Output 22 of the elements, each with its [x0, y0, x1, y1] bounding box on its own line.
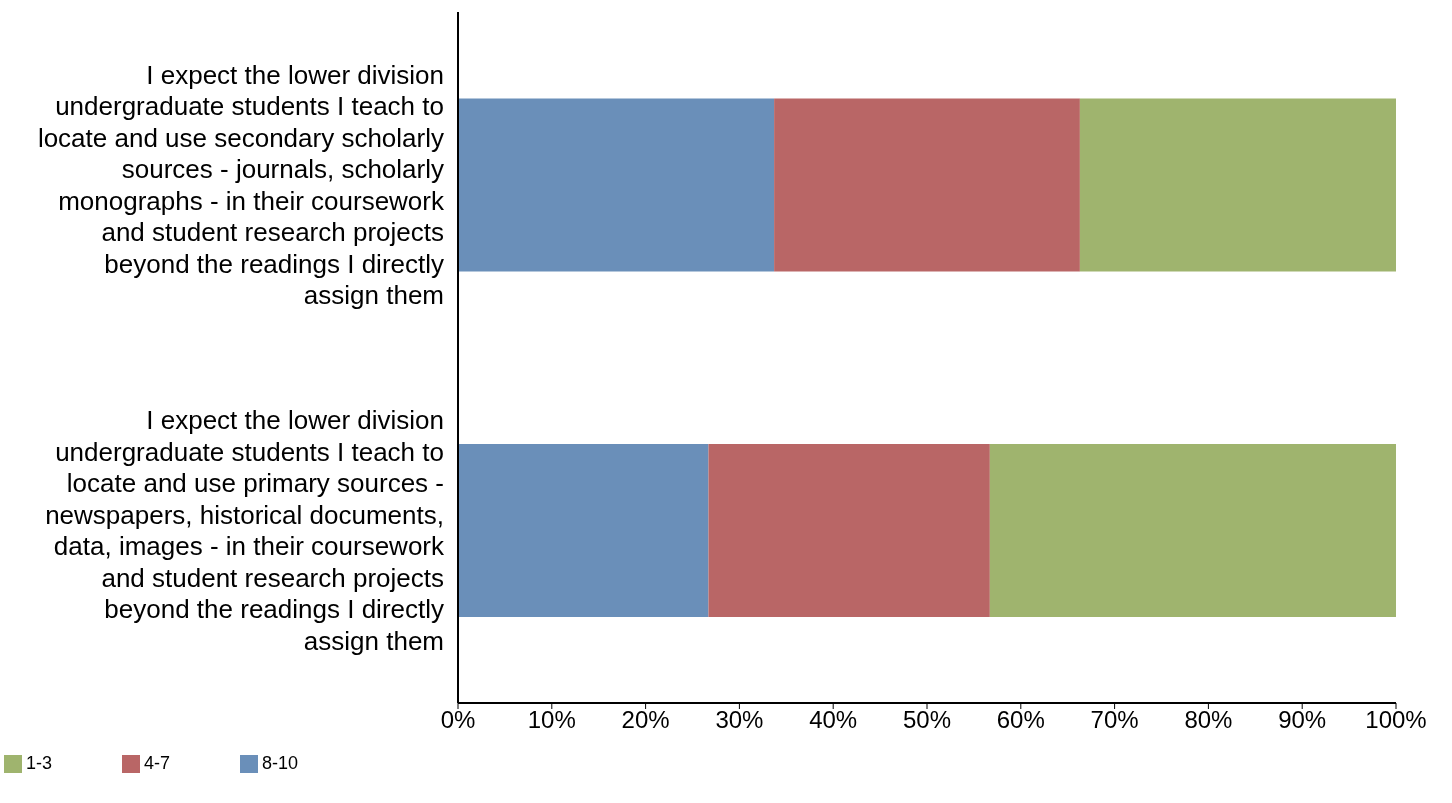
legend-label: 1-3	[26, 753, 53, 773]
x-tick-label: 30%	[715, 706, 764, 734]
x-tick-label: 50%	[902, 706, 952, 734]
bar	[774, 98, 1080, 272]
bar	[708, 443, 990, 617]
bar	[458, 98, 775, 272]
bar	[458, 443, 709, 617]
bar	[1079, 98, 1396, 272]
x-tick-label: 70%	[1090, 706, 1139, 734]
y-tick-label: I expect the lower division undergraduate students I teach to locate and use primary sources - newspapers, historical documents, data, images - in their coursework and student research projects beyond the readings I directly assign them	[45, 405, 445, 656]
x-tick-label: 20%	[621, 706, 670, 734]
x-tick-label: 0%	[440, 706, 476, 734]
x-tick-label: 100%	[1365, 706, 1427, 734]
x-tick-label: 80%	[1184, 706, 1233, 734]
x-tick-label: 10%	[527, 706, 576, 734]
x-tick-label: 60%	[996, 706, 1045, 734]
x-tick-label: 90%	[1278, 706, 1327, 734]
x-tick-label: 40%	[809, 706, 858, 734]
legend-label: 8-10	[262, 753, 299, 773]
y-tick-label: I expect the lower division undergraduate students I teach to locate and use secondary scholarly sources - journals, scholarly monographs - in their coursework and student research projects beyond the readings I directly assign them	[37, 59, 445, 310]
legend-label: 4-7	[144, 753, 171, 773]
bar	[989, 443, 1396, 617]
